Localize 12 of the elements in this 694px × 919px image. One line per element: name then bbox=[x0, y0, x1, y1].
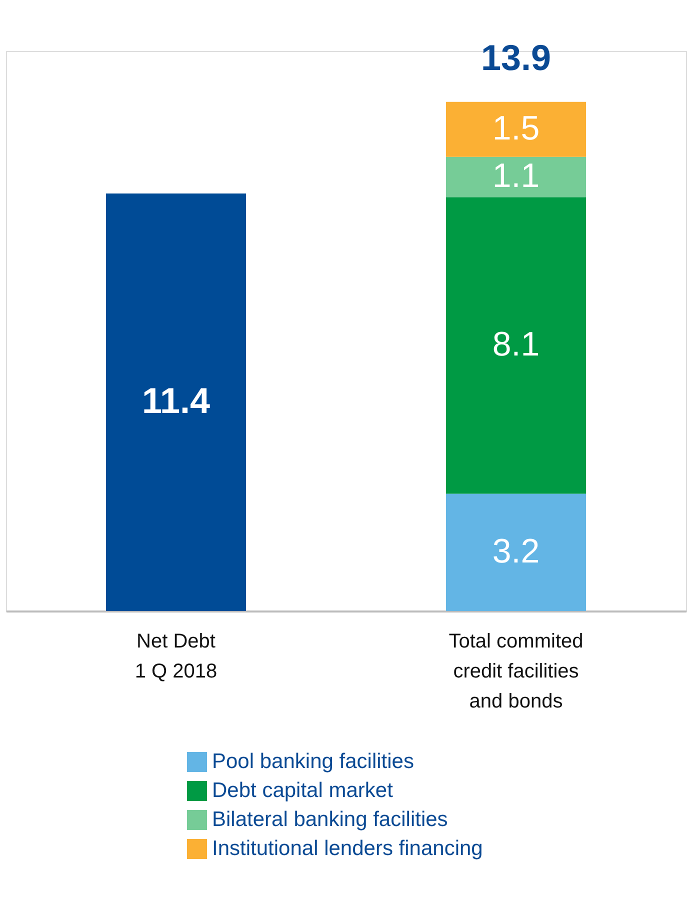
legend-label: Pool banking facilities bbox=[212, 750, 414, 773]
data-label: 1.1 bbox=[492, 156, 540, 195]
legend-label: Bilateral banking facilities bbox=[212, 808, 448, 831]
data-label: 11.4 bbox=[142, 380, 210, 422]
legend-label: Institutional lenders financing bbox=[212, 837, 483, 860]
data-label: 1.5 bbox=[492, 109, 540, 148]
x-tick-label: Net Debt 1 Q 2018 bbox=[134, 630, 218, 682]
data-label: 3.2 bbox=[492, 532, 540, 570]
legend-label: Debt capital market bbox=[212, 779, 394, 802]
data-label: 8.1 bbox=[492, 325, 540, 364]
x-tick-label: Total commited credit facilities and bonds bbox=[448, 630, 584, 712]
total-label: 13.9 bbox=[480, 36, 552, 78]
